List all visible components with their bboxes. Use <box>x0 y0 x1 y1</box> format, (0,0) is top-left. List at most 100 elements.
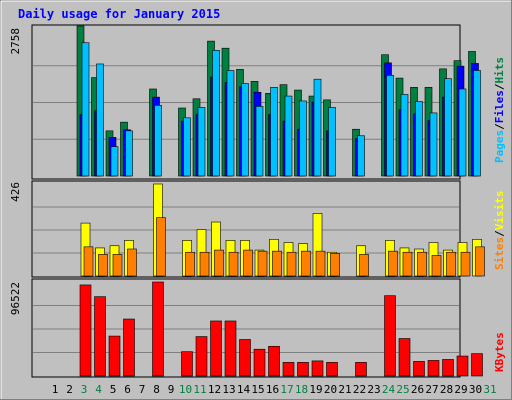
kbytes-bar-day-30 <box>471 353 483 377</box>
kbytes-bar-day-25 <box>398 338 411 377</box>
x-label-day-21: 21 <box>338 383 351 396</box>
sites-bar-day-20 <box>330 253 340 277</box>
pages-bar-day-17 <box>284 95 293 177</box>
legend-sites: Sites <box>493 237 506 270</box>
sites-bar-day-22 <box>359 254 369 277</box>
panel2-ymax-label: 426 <box>9 182 22 202</box>
sites-bar-day-12 <box>214 249 224 277</box>
pages-bar-day-5 <box>110 146 119 177</box>
panel2-legend: Sites/Visits <box>493 191 506 271</box>
x-label-day-17: 17 <box>280 383 293 396</box>
x-label-day-8: 8 <box>153 383 160 396</box>
kbytes-bar-day-14 <box>239 339 251 377</box>
x-label-day-4: 4 <box>95 383 102 396</box>
x-label-day-20: 20 <box>324 383 337 396</box>
pages-bar-day-28 <box>444 78 452 177</box>
pages-bar-day-13 <box>226 70 235 177</box>
sites-bar-day-24 <box>388 250 398 277</box>
kbytes-bar-day-18 <box>297 362 309 377</box>
pages-bar-day-26 <box>415 101 423 177</box>
kbytes-bar-day-29 <box>456 355 469 377</box>
kbytes-bar-day-24 <box>384 295 396 377</box>
x-label-day-24: 24 <box>382 383 396 396</box>
pages-bar-day-3 <box>81 42 90 177</box>
kbytes-bar-day-26 <box>413 361 425 377</box>
kbytes-bar-day-11 <box>195 336 208 377</box>
x-label-day-10: 10 <box>179 383 192 396</box>
pages-bar-day-8 <box>154 104 162 177</box>
sites-bar-day-8 <box>156 217 166 277</box>
x-label-day-5: 5 <box>110 383 117 396</box>
sites-bar-day-11 <box>199 251 210 277</box>
pages-bar-day-16 <box>270 87 278 177</box>
x-label-day-31: 31 <box>483 383 496 396</box>
x-label-day-11: 11 <box>193 383 206 396</box>
x-label-day-30: 30 <box>469 383 482 396</box>
bars <box>76 25 485 377</box>
x-label-day-3: 3 <box>81 383 88 396</box>
pages-bar-day-15 <box>255 106 264 177</box>
sites-bar-day-10 <box>185 251 195 277</box>
x-label-day-14: 14 <box>237 383 251 396</box>
x-label-day-13: 13 <box>222 383 235 396</box>
kbytes-bar-day-6 <box>123 318 135 377</box>
x-label-day-18: 18 <box>295 383 308 396</box>
kbytes-bar-day-3 <box>79 284 92 377</box>
x-label-day-22: 22 <box>353 383 366 396</box>
kbytes-bar-day-19 <box>311 360 324 377</box>
x-label-day-12: 12 <box>208 383 221 396</box>
x-label-day-25: 25 <box>396 383 409 396</box>
sites-bar-day-5 <box>112 254 123 277</box>
sites-bar-day-30 <box>475 246 485 277</box>
kbytes-bar-day-27 <box>427 360 440 377</box>
legend-files: Files <box>493 90 506 123</box>
pages-bar-day-11 <box>197 107 206 177</box>
x-label-day-29: 29 <box>454 383 467 396</box>
panel1-ymax-label: 2758 <box>9 28 22 55</box>
pages-bar-day-27 <box>429 112 438 177</box>
legend-separator: / <box>493 230 506 237</box>
kbytes-bar-day-4 <box>94 296 106 377</box>
x-label-day-28: 28 <box>440 383 453 396</box>
sites-bar-day-17 <box>286 251 297 277</box>
pages-bar-day-19 <box>313 78 322 177</box>
kbytes-bar-day-12 <box>210 320 222 377</box>
kbytes-bar-day-13 <box>224 320 237 377</box>
pages-bar-day-20 <box>328 107 336 177</box>
x-label-day-16: 16 <box>266 383 279 396</box>
pages-bar-day-10 <box>183 117 191 177</box>
legend-pages: Pages <box>493 130 506 163</box>
x-label-day-19: 19 <box>309 383 322 396</box>
pages-bar-day-24 <box>386 75 394 177</box>
x-label-day-15: 15 <box>251 383 264 396</box>
x-label-day-27: 27 <box>425 383 438 396</box>
x-axis-labels: 1 2 3 4 5 6 7 8 9 10 11 12 13 14 15 16 17 18 19 20 21 22 23 24 2… <box>52 383 497 396</box>
chart-title: Daily usage for January 2015 <box>18 7 220 21</box>
kbytes-bar-day-5 <box>108 335 121 377</box>
legend-separator: / <box>493 123 506 130</box>
pages-bar-day-4 <box>96 63 104 177</box>
legend-kbytes: KBytes <box>493 332 506 372</box>
kbytes-bar-day-17 <box>282 362 295 377</box>
sites-bar-day-28 <box>446 251 456 277</box>
pages-bar-day-18 <box>299 100 307 177</box>
x-label-day-7: 7 <box>139 383 146 396</box>
sites-bar-day-15 <box>257 250 268 277</box>
legend-separator: / <box>493 83 506 90</box>
sites-bar-day-18 <box>301 250 311 277</box>
pages-bar-day-29 <box>458 88 467 177</box>
sites-bar-day-19 <box>315 250 326 277</box>
pages-bar-day-14 <box>241 83 249 177</box>
kbytes-bar-day-22 <box>355 362 367 377</box>
pages-bar-day-22 <box>357 135 365 177</box>
sites-bar-day-25 <box>402 251 413 277</box>
sites-bar-day-16 <box>272 250 282 277</box>
kbytes-bar-day-8 <box>152 281 164 377</box>
x-label-day-2: 2 <box>66 383 73 396</box>
x-label-day-1: 1 <box>52 383 59 396</box>
x-label-day-26: 26 <box>411 383 424 396</box>
panel3-legend: KBytes <box>493 332 506 372</box>
kbytes-bar-day-28 <box>442 359 454 377</box>
x-label-day-23: 23 <box>367 383 380 396</box>
